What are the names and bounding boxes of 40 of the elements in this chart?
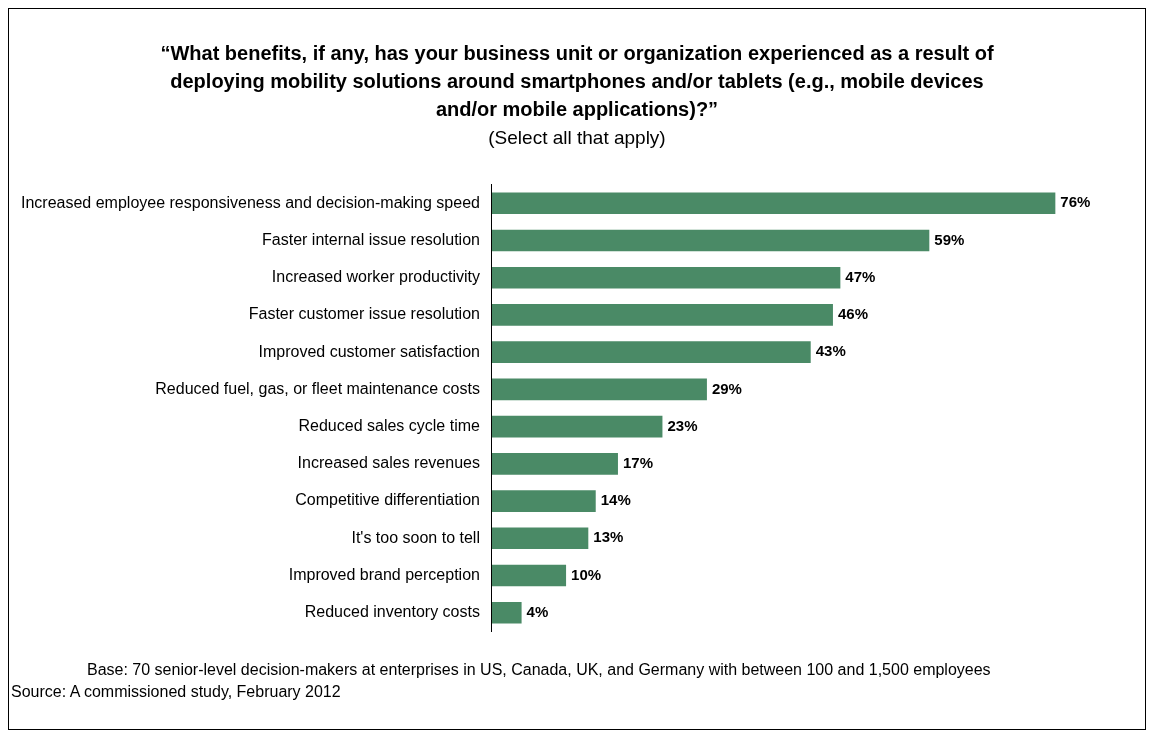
data-label: 23%: [667, 416, 698, 434]
data-label: 4%: [526, 602, 549, 620]
y-tick-label: Improved customer satisfaction: [258, 342, 480, 360]
data-label: 46%: [837, 305, 868, 323]
data-label: 17%: [622, 453, 653, 471]
chart-title: “What benefits, if any, has your business unit or organization experienced as a result of deploying mobility solutions around smartphones and/or tablets (e.g., mobile devices and/or mobile applications)?”: [159, 41, 995, 122]
bar: [491, 601, 522, 624]
data-label: 10%: [571, 565, 602, 583]
y-tick-label: Faster internal issue resolution: [262, 230, 480, 248]
bar: [491, 453, 618, 475]
data-label: 29%: [711, 379, 742, 397]
bar: [491, 564, 567, 587]
y-tick-label: It's too soon to tell: [351, 528, 480, 546]
data-label: 13%: [593, 528, 624, 546]
bar: [491, 341, 811, 363]
chart-subtitle: (Select all that apply): [487, 127, 667, 149]
y-tick-label: Increased employee responsiveness and decision-making speed: [21, 193, 480, 211]
y-tick-label: Competitive differentiation: [295, 491, 480, 509]
y-tick-label: Reduced inventory costs: [304, 603, 480, 621]
bar: [491, 415, 663, 438]
bar: [491, 229, 930, 252]
bar: [491, 378, 707, 401]
source-note: Source: A commissioned study, February 2012: [10, 683, 342, 701]
bar: [491, 490, 596, 512]
data-label: 43%: [815, 342, 846, 360]
bar: [491, 527, 589, 550]
bar: [491, 266, 841, 289]
data-label: 47%: [845, 267, 876, 285]
y-tick-label: Increased worker productivity: [271, 268, 480, 286]
bar: [491, 304, 833, 326]
y-tick-label: Improved brand perception: [288, 565, 480, 583]
data-label: 14%: [600, 491, 631, 509]
y-tick-label: Faster customer issue resolution: [248, 305, 480, 323]
text: Base: 70 senior-level decision-makers at enterprises in US, Canada, UK, and Germany with between 100 and 1,500 employees: [86, 661, 992, 679]
data-label: 76%: [1060, 193, 1091, 211]
data-label: 59%: [934, 230, 965, 248]
bar: [491, 192, 1056, 215]
y-tick-label: Reduced fuel, gas, or fleet maintenance costs: [155, 379, 480, 397]
y-tick-label: Reduced sales cycle time: [298, 417, 481, 435]
y-tick-label: Increased sales revenues: [297, 454, 480, 472]
